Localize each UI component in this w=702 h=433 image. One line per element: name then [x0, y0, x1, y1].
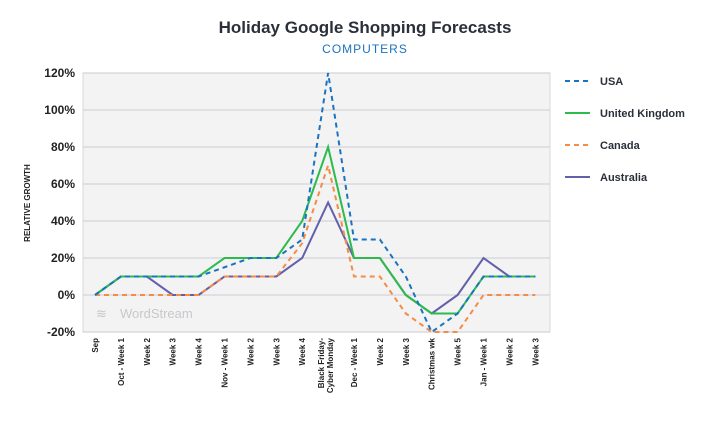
- x-tick-label: Dec - Week 1: [350, 337, 359, 387]
- wordstream-logo-icon: ≋: [96, 306, 107, 321]
- x-tick-label: Jan - Week 1: [480, 337, 489, 386]
- x-tick-label: Week 3: [531, 337, 540, 365]
- y-tick-label: 20%: [51, 251, 75, 265]
- x-tick-label: Sep: [91, 338, 100, 353]
- x-tick-label: Week 2: [246, 337, 255, 365]
- y-tick-label: 80%: [51, 140, 75, 154]
- chart-title: Holiday Google Shopping Forecasts: [219, 18, 512, 37]
- x-tick-label: Week 4: [195, 337, 204, 365]
- x-tick-label: Week 2: [376, 337, 385, 365]
- legend-label: United Kingdom: [600, 108, 685, 120]
- y-tick-label: 60%: [51, 177, 75, 191]
- y-tick-label: 0%: [58, 288, 76, 302]
- y-tick-label: 40%: [51, 214, 75, 228]
- chart-subtitle: COMPUTERS: [322, 42, 408, 56]
- x-tick-label: Christmas wk: [428, 337, 437, 390]
- watermark: WordStream: [120, 306, 193, 321]
- series-line-usa: [94, 72, 536, 334]
- y-tick-label: 100%: [44, 103, 75, 117]
- x-tick-label: Black Friday-: [317, 338, 326, 389]
- x-tick-label: Nov - Week 1: [221, 337, 230, 387]
- x-tick-label: Week 2: [505, 337, 514, 365]
- x-tick-label: Week 3: [272, 337, 281, 365]
- x-tick-label: Week 3: [402, 337, 411, 365]
- x-tick-label: Oct - Week 1: [117, 337, 126, 385]
- x-tick-label: Week 2: [143, 337, 152, 365]
- y-axis-label: RELATIVE GROWTH: [23, 164, 32, 242]
- y-tick-label: 120%: [44, 66, 75, 80]
- x-tick-label: Cyber Monday: [326, 337, 335, 393]
- x-tick-label: Week 5: [454, 337, 463, 365]
- series-line-canada: [95, 161, 536, 333]
- y-tick-label: -20%: [47, 325, 75, 339]
- x-tick-label: Week 3: [169, 337, 178, 365]
- x-tick-label: Week 4: [298, 337, 307, 365]
- series-line-australia: [94, 200, 536, 315]
- legend-label: Canada: [600, 140, 641, 152]
- legend-label: Australia: [600, 172, 648, 184]
- legend-label: USA: [600, 76, 623, 88]
